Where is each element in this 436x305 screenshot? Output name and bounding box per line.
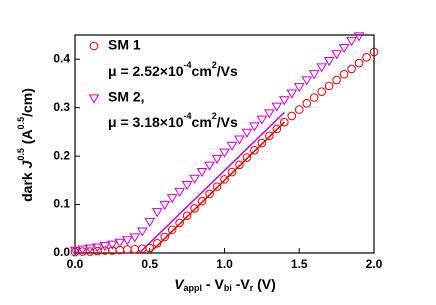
marker <box>235 160 244 170</box>
marker <box>92 243 103 253</box>
marker <box>174 187 186 197</box>
y-tick-label: 0.1 <box>53 197 70 211</box>
marker <box>346 37 357 47</box>
marker <box>121 236 133 246</box>
marker <box>324 81 334 91</box>
marker <box>204 161 215 171</box>
marker <box>265 131 274 141</box>
marker <box>293 83 305 93</box>
marker <box>167 225 177 235</box>
x-tick-label: 0.5 <box>141 257 158 271</box>
marker <box>339 69 349 79</box>
marker <box>302 99 312 108</box>
marker <box>129 233 141 243</box>
marker <box>257 138 267 148</box>
y-axis-label: dark J0.5 (A0.5/cm) <box>16 88 34 202</box>
marker <box>189 174 200 184</box>
legend-note: μ = 3.18×10-4cm2/Vs <box>108 111 238 129</box>
marker <box>205 189 214 199</box>
marker <box>331 50 342 60</box>
marker <box>317 87 326 96</box>
marker <box>107 240 118 250</box>
marker <box>323 57 335 67</box>
marker <box>160 232 169 242</box>
marker <box>362 52 371 62</box>
marker <box>354 58 364 68</box>
marker <box>347 64 356 74</box>
fit-line <box>138 111 285 254</box>
legend-label: SM 2, <box>108 89 145 105</box>
marker <box>159 200 171 211</box>
legend-note: μ = 2.52×10-4cm2/Vs <box>108 60 238 78</box>
marker <box>332 75 341 85</box>
marker <box>219 148 230 158</box>
marker <box>278 96 290 106</box>
marker <box>136 227 148 237</box>
legend-marker <box>89 41 99 51</box>
marker <box>369 47 379 57</box>
marker <box>196 167 208 178</box>
marker <box>130 244 140 254</box>
marker <box>181 181 193 191</box>
marker <box>286 89 298 99</box>
x-tick-label: 1.5 <box>291 257 308 271</box>
marker <box>99 242 111 252</box>
x-tick-label: 1.0 <box>216 257 233 271</box>
marker <box>250 145 259 155</box>
marker <box>151 208 163 218</box>
marker <box>84 244 96 254</box>
marker <box>182 211 192 220</box>
marker <box>242 153 252 162</box>
marker <box>137 244 147 253</box>
marker <box>301 76 313 86</box>
marker <box>309 93 319 102</box>
marker <box>212 182 222 191</box>
y-tick-label: 0.0 <box>53 245 70 259</box>
fit-line <box>149 121 285 254</box>
marker <box>69 246 81 257</box>
marker <box>152 239 162 248</box>
marker <box>249 122 260 132</box>
marker <box>287 111 297 121</box>
marker <box>175 218 184 228</box>
marker <box>226 141 238 151</box>
marker <box>77 245 88 255</box>
marker <box>272 124 282 134</box>
marker <box>294 105 304 114</box>
x-axis-label: Vappl - Vbi -Vr (V) <box>174 276 276 294</box>
marker <box>114 238 126 248</box>
legend-label: SM 1 <box>108 37 141 53</box>
marker <box>197 196 207 206</box>
y-tick-label: 0.3 <box>53 100 70 114</box>
marker <box>241 128 253 138</box>
marker <box>353 32 365 42</box>
marker <box>308 70 320 80</box>
marker <box>144 217 156 227</box>
x-tick-label: 2.0 <box>366 257 383 271</box>
x-tick-label: 0.0 <box>67 257 84 271</box>
legend-marker <box>88 94 100 104</box>
marker <box>145 243 155 253</box>
marker <box>190 204 199 213</box>
marker <box>338 43 350 54</box>
marker <box>166 194 178 204</box>
marker <box>316 63 328 73</box>
marker <box>263 109 275 119</box>
marker <box>220 175 229 184</box>
marker <box>234 135 245 145</box>
y-tick-label: 0.4 <box>53 51 70 65</box>
marker <box>211 154 223 165</box>
marker <box>256 115 268 125</box>
marker <box>280 117 289 127</box>
marker <box>271 102 283 112</box>
marker <box>227 167 237 177</box>
y-tick-label: 0.2 <box>53 148 70 162</box>
marker <box>123 245 132 254</box>
